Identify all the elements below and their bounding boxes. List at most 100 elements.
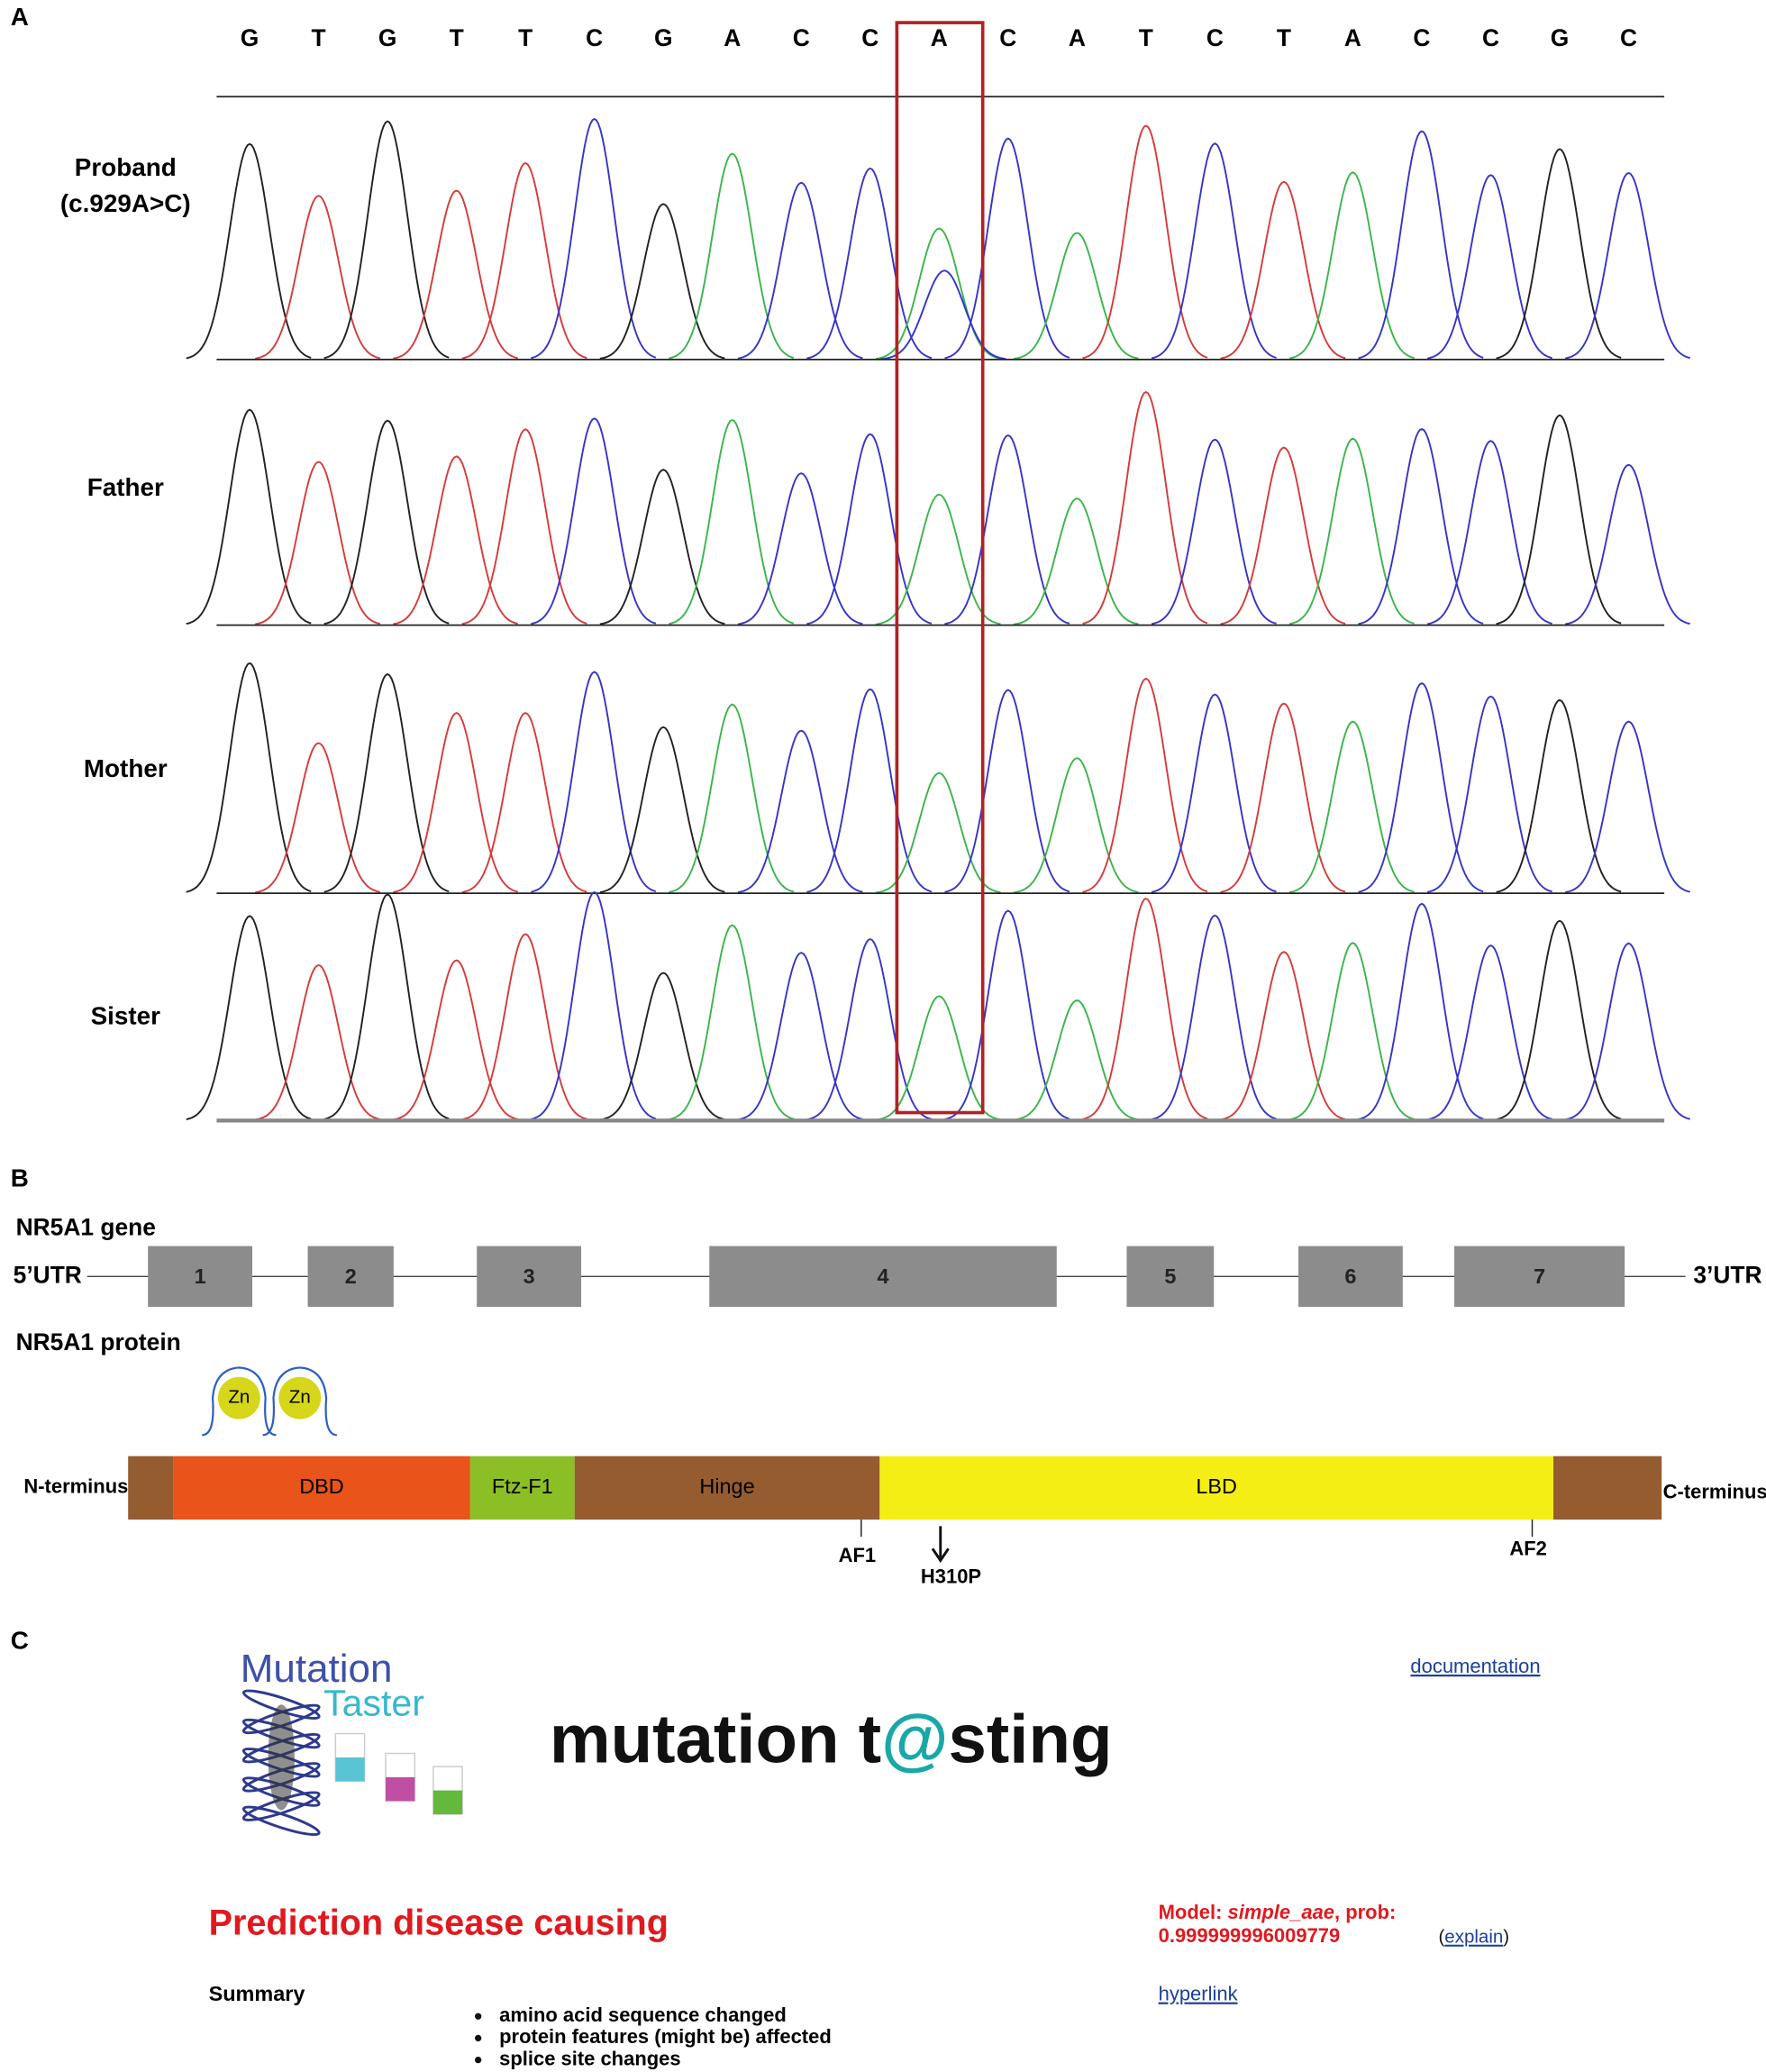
model: Model: simple_aae, prob: <box>1159 1901 1397 1923</box>
exon-number: 3 <box>523 1264 535 1288</box>
bullet-text: amino acid sequence changed <box>499 2004 787 2026</box>
trace-peak <box>944 689 1070 893</box>
trace-peak <box>1151 438 1277 625</box>
title-part: sting <box>949 1701 1113 1777</box>
domain <box>173 1456 470 1520</box>
exon-number: 2 <box>345 1264 357 1288</box>
trace-peak <box>393 712 519 893</box>
trace-peak <box>1564 171 1690 360</box>
summary-label: Summary <box>209 1982 305 2005</box>
base-letter: C <box>1206 24 1224 51</box>
trace-peak <box>461 712 587 893</box>
site-title: mutation t@sting <box>550 1701 1113 1777</box>
domain-label: Ftz-F1 <box>492 1474 553 1498</box>
base-letter: G <box>241 24 259 51</box>
trace-peak <box>1496 919 1622 1120</box>
trace-peak <box>599 469 725 625</box>
exon-number: 6 <box>1344 1264 1356 1288</box>
base-letter: G <box>654 24 673 51</box>
base-letter: T <box>1277 24 1291 51</box>
trace-peak <box>1426 695 1552 893</box>
model-part: simple_aae <box>1228 1901 1334 1923</box>
trace-peak <box>1013 497 1139 625</box>
trace-peak <box>806 937 933 1121</box>
trace-peak <box>323 672 450 893</box>
trace-peak <box>1358 427 1484 625</box>
trace-peak <box>393 189 519 360</box>
marker-label: AF2 <box>1509 1538 1547 1560</box>
base-letter: C <box>793 24 810 51</box>
terminal-segment <box>1552 1456 1662 1520</box>
trace-peak <box>1151 142 1277 360</box>
variant-label: (c.929A>C) <box>60 189 191 217</box>
trace-peak <box>323 120 450 360</box>
base-letter: T <box>1139 24 1153 51</box>
trace-peak <box>1013 757 1139 894</box>
chromatograms: G T G T T C G A C C A C A T C T A C C G C Proband Father Mother… <box>60 24 1690 1123</box>
trace-peak <box>1496 414 1622 625</box>
trace-peak <box>186 142 312 360</box>
terminus-label: C-terminus <box>1663 1481 1766 1503</box>
trace-peak <box>1426 174 1552 360</box>
domain <box>574 1456 880 1520</box>
trace-peak <box>323 893 450 1120</box>
terminal-segment <box>128 1456 174 1520</box>
bullet-dot <box>475 2013 482 2020</box>
zinc-finger-loop <box>262 1366 337 1437</box>
logo-liquid <box>432 1790 463 1814</box>
trace-peak <box>531 417 657 625</box>
base-letter: T <box>518 24 533 51</box>
panel-label: B <box>11 1164 29 1192</box>
sample-name: Proband <box>75 153 177 181</box>
domain <box>469 1456 575 1520</box>
trace-peak <box>1082 124 1208 360</box>
trace-peak <box>806 433 933 625</box>
trace-peak <box>806 167 933 360</box>
logo-shadow <box>268 1704 295 1811</box>
trace-peak <box>1358 682 1484 893</box>
exon-number: 7 <box>1534 1264 1545 1288</box>
explain-paren: ) <box>1503 1927 1509 1948</box>
exon-number: 4 <box>877 1264 888 1288</box>
protein-title: NR5A1 protein <box>16 1328 181 1355</box>
panel-label: C <box>11 1627 29 1655</box>
hyperlink[interactable]: hyperlink <box>1159 1983 1239 2005</box>
trace-peak <box>186 915 312 1120</box>
trace-peak <box>880 269 1006 361</box>
base-letter: A <box>931 24 948 51</box>
trace-peak <box>599 726 725 893</box>
trace-peak <box>1082 897 1208 1120</box>
zinc-finger-loop <box>202 1366 277 1437</box>
exon-number: 5 <box>1164 1264 1176 1288</box>
trace-peak <box>737 472 863 625</box>
model-part: , prob: <box>1334 1901 1396 1923</box>
trace-peak <box>1496 148 1622 360</box>
trace-peak <box>1220 951 1346 1121</box>
base-letter: C <box>586 24 603 51</box>
protein-diagram: NR5A1 protein Zn Zn DBD Ftz-F1 Hinge LBD N-term… <box>16 1328 1766 1587</box>
trace-peak <box>255 742 381 894</box>
panel-label: A <box>11 3 29 31</box>
trace-peak <box>1358 130 1484 360</box>
trace-peak <box>393 959 518 1121</box>
trace-peak <box>1151 693 1277 893</box>
trace-peak <box>531 117 657 360</box>
trace-peak <box>1564 463 1690 625</box>
trace-peak <box>1288 171 1415 360</box>
trace-peak <box>461 161 587 360</box>
trace-peak <box>186 662 312 893</box>
model-part: Model: <box>1159 1901 1228 1923</box>
prediction: Prediction disease causing <box>209 1903 669 1943</box>
zinc-ion <box>217 1376 260 1419</box>
mutation-arrow <box>931 1526 950 1564</box>
trace-peak <box>669 924 795 1120</box>
sample-name: Father <box>87 473 164 501</box>
trace-peak <box>1082 677 1208 893</box>
trace-peak <box>1426 440 1552 625</box>
exon <box>307 1246 394 1308</box>
documentation-link[interactable]: documentation <box>1410 1655 1540 1677</box>
base-letter: G <box>1551 24 1570 51</box>
explain-link[interactable]: explain <box>1444 1927 1503 1948</box>
